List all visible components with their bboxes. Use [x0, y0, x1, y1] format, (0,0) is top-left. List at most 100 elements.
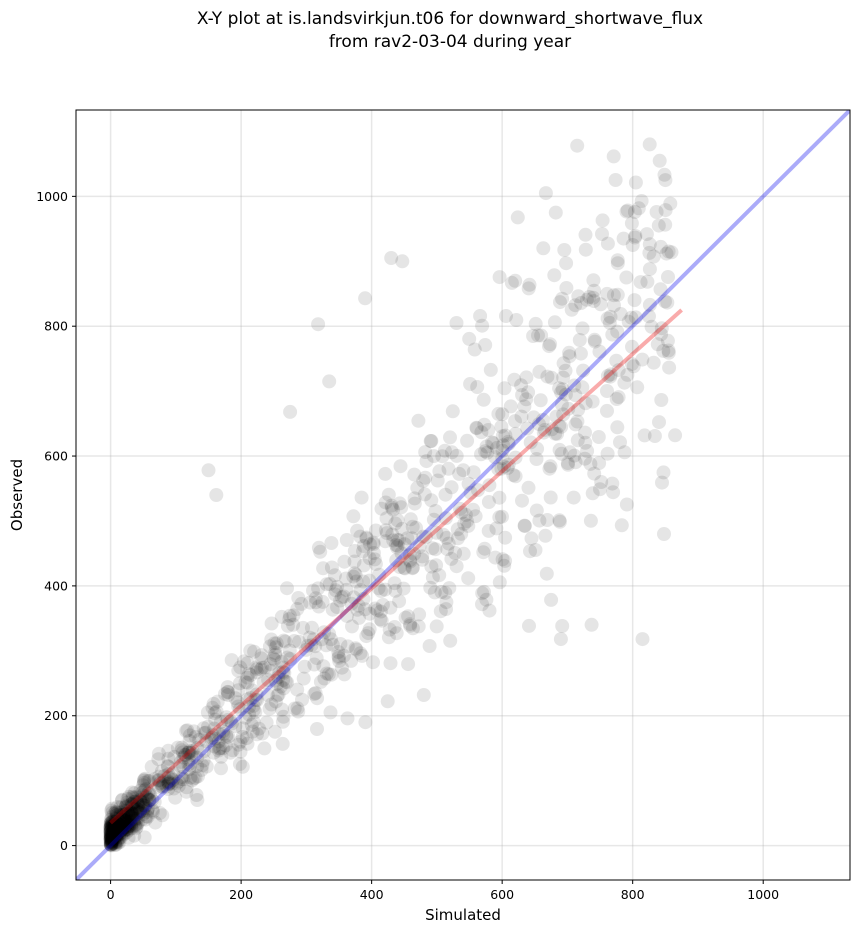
scatter-point [538, 186, 553, 201]
scatter-point [155, 808, 170, 823]
scatter-point [103, 837, 118, 852]
scatter-point [319, 666, 334, 681]
scatter-point [106, 832, 121, 847]
scatter-point [617, 375, 632, 390]
scatter-point [114, 821, 129, 835]
scatter-point [397, 560, 412, 575]
scatter-point [368, 601, 383, 616]
scatter-point [276, 660, 291, 675]
scatter-point [137, 772, 152, 787]
scatter-point [115, 792, 130, 807]
scatter-point [130, 795, 144, 810]
scatter-point [121, 817, 135, 832]
scatter-point [110, 827, 124, 842]
scatter-point [278, 674, 293, 689]
scatter-point [127, 802, 142, 817]
scatter-point [276, 633, 291, 648]
scatter-point [627, 293, 642, 308]
scatter-point [331, 650, 346, 665]
scatter-point [331, 649, 346, 664]
scatter-point [311, 581, 326, 596]
scatter-point [119, 822, 134, 837]
scatter-point [125, 808, 140, 823]
scatter-point [379, 511, 394, 526]
scatter-point [324, 632, 338, 647]
scatter-point [531, 328, 545, 343]
scatter-point [582, 290, 597, 304]
scatter-point [122, 818, 137, 833]
scatter-point [250, 693, 265, 707]
scatter-point [216, 724, 231, 739]
scatter-point [104, 834, 119, 849]
scatter-point [624, 216, 639, 231]
scatter-point [160, 775, 175, 790]
scatter-point [124, 819, 139, 833]
scatter-point [111, 821, 126, 836]
scatter-point [322, 577, 337, 591]
scatter-point [255, 726, 270, 741]
scatter-point [498, 530, 513, 545]
scatter-point [257, 741, 272, 756]
scatter-point [383, 600, 398, 615]
scatter-point [221, 729, 236, 744]
scatter-point [262, 701, 277, 716]
scatter-point [339, 608, 354, 623]
scatter-point [270, 677, 284, 692]
scatter-point [470, 380, 485, 394]
scatter-point [442, 581, 457, 596]
x-tick-label: 1000 [747, 887, 779, 902]
scatter-point [403, 512, 418, 527]
scatter-point [103, 812, 118, 827]
scatter-point [219, 728, 234, 743]
scatter-point [276, 673, 291, 687]
scatter-point [107, 829, 122, 844]
scatter-point [454, 526, 469, 541]
scatter-point [475, 586, 490, 601]
scatter-point [635, 352, 650, 367]
scatter-point [437, 443, 452, 458]
scatter-point [578, 425, 592, 440]
scatter-point [174, 743, 189, 758]
scatter-point [110, 807, 125, 822]
scatter-point [296, 671, 311, 686]
scatter-point [523, 544, 537, 559]
scatter-point [136, 773, 151, 788]
scatter-points [103, 137, 683, 853]
scatter-point [403, 554, 418, 569]
scatter-point [574, 296, 589, 310]
scatter-point [564, 302, 579, 317]
x-tick-label: 800 [621, 887, 645, 902]
scatter-point [540, 513, 555, 527]
scatter-point [348, 567, 363, 582]
scatter-point [423, 434, 438, 448]
scatter-point [233, 702, 247, 717]
scatter-point [271, 670, 286, 685]
scatter-point [450, 531, 465, 546]
scatter-point [103, 824, 118, 839]
scatter-point [290, 602, 305, 616]
scatter-point [218, 738, 233, 753]
scatter-point [103, 828, 118, 843]
scatter-point [619, 204, 634, 219]
scatter-point [124, 805, 138, 819]
scatter-point [103, 829, 118, 844]
scatter-point [339, 582, 354, 597]
scatter-point [103, 832, 118, 846]
scatter-point [300, 638, 315, 653]
plot-frame [75, 109, 851, 881]
scatter-point [457, 516, 472, 531]
scatter-point [387, 620, 402, 634]
scatter-point [113, 808, 128, 823]
scatter-point [362, 551, 377, 566]
scatter-point [275, 714, 290, 729]
scatter-point [378, 495, 393, 510]
scatter-point [359, 629, 374, 644]
scatter-point [115, 793, 129, 808]
scatter-point [103, 819, 118, 834]
scatter-point [356, 591, 371, 606]
scatter-point [544, 422, 559, 437]
scatter-point [133, 802, 147, 817]
scatter-point [624, 357, 639, 371]
scatter-point [115, 820, 130, 835]
scatter-point [492, 575, 507, 590]
